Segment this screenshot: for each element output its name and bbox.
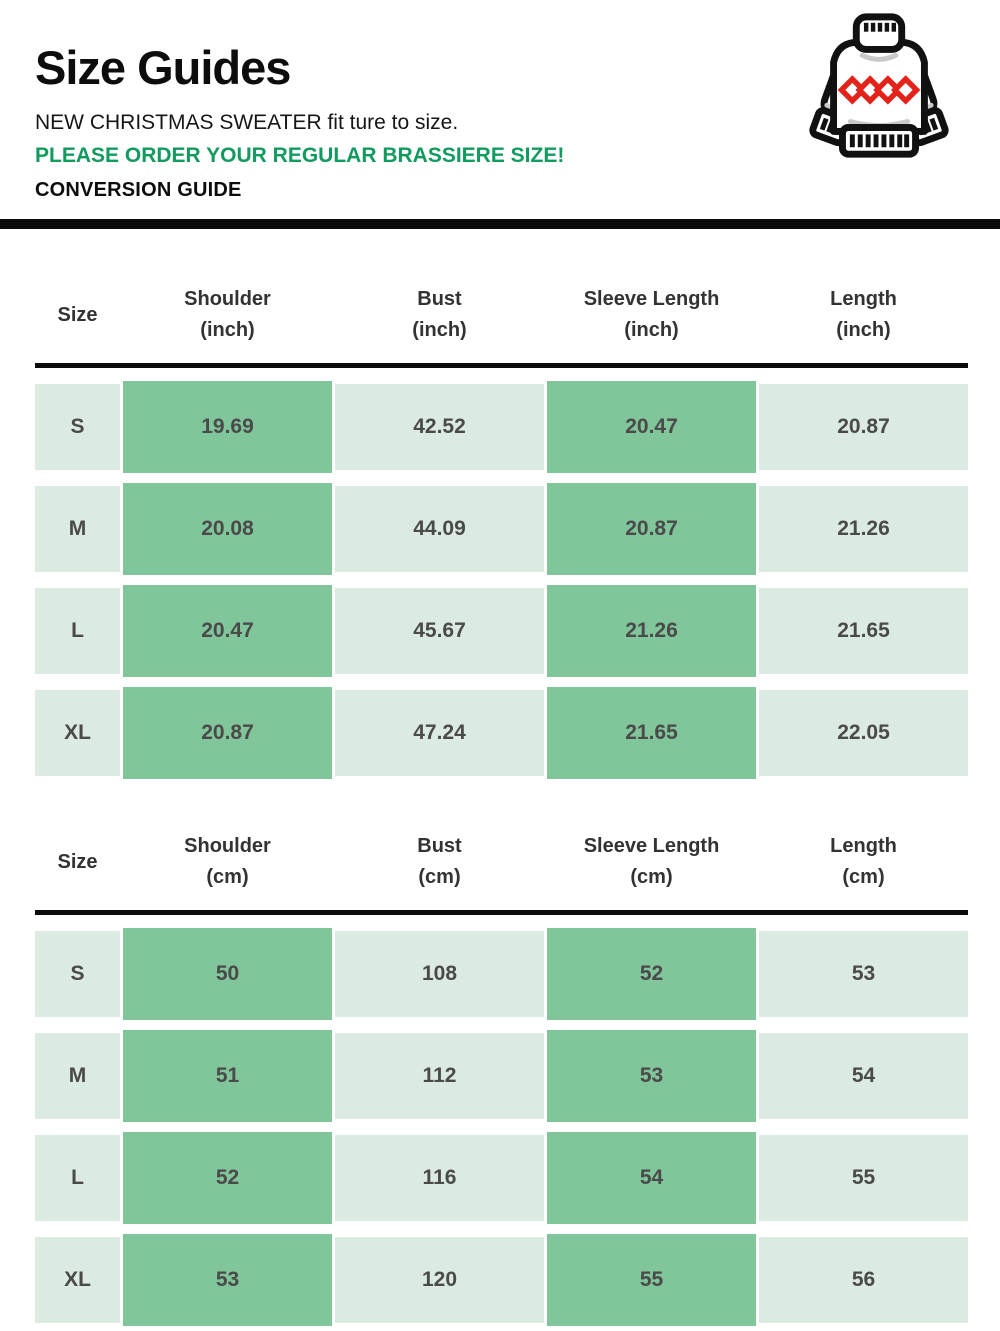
shoulder-value: 53	[123, 1234, 332, 1326]
column-header-shoulder: Shoulder (inch)	[184, 288, 271, 341]
column-header-sleeve-length: Sleeve Length (inch)	[583, 288, 720, 341]
length-value: 53	[759, 931, 968, 1017]
column-header-length: Length (inch)	[830, 288, 897, 341]
size-table-inch: Size Shoulder (inch) Bust (inch) Sleeve …	[35, 267, 968, 779]
sleeve-length-value: 21.65	[547, 687, 756, 779]
column-header-length: Length (cm)	[830, 835, 897, 888]
sleeve-length-value: 53	[547, 1030, 756, 1122]
sleeve-length-value: 21.26	[547, 585, 756, 677]
column-header-bust: Bust (cm)	[417, 835, 462, 888]
size-table-cm: Size Shoulder (cm) Bust (cm) Sleeve Leng…	[35, 814, 968, 1326]
shoulder-value: 50	[123, 928, 332, 1020]
page-title: Size Guides	[35, 41, 291, 94]
table-header-divider	[35, 910, 968, 915]
table-header-divider	[35, 363, 968, 368]
bust-value: 47.24	[335, 690, 544, 776]
table-row-inch-l: L 20.47 45.67 21.26 21.65	[35, 585, 968, 677]
table-header-row-cm: Size Shoulder (cm) Bust (cm) Sleeve Leng…	[35, 814, 968, 910]
column-header-shoulder: Shoulder (cm)	[184, 835, 271, 888]
column-header-size: Size	[57, 303, 98, 326]
size-label: M	[35, 1033, 120, 1119]
fit-subtitle: NEW CHRISTMAS SWEATER fit ture to size.	[35, 111, 459, 134]
length-value: 22.05	[759, 690, 968, 776]
size-tables: Size Shoulder (inch) Bust (inch) Sleeve …	[0, 267, 1000, 1326]
table-row-cm-l: L 52 116 54 55	[35, 1132, 968, 1224]
size-label: XL	[35, 690, 120, 776]
size-label: S	[35, 384, 120, 470]
length-value: 54	[759, 1033, 968, 1119]
size-label: S	[35, 931, 120, 1017]
shoulder-value: 20.47	[123, 585, 332, 677]
bust-value: 45.67	[335, 588, 544, 674]
header-divider	[0, 219, 1000, 229]
size-label: L	[35, 1135, 120, 1221]
column-header-bust: Bust (inch)	[412, 288, 467, 341]
table-row-inch-s: S 19.69 42.52 20.47 20.87	[35, 381, 968, 473]
table-row-inch-m: M 20.08 44.09 20.87 21.26	[35, 483, 968, 575]
shoulder-value: 20.87	[123, 687, 332, 779]
table-header-row-inch: Size Shoulder (inch) Bust (inch) Sleeve …	[35, 267, 968, 363]
sleeve-length-value: 20.87	[547, 483, 756, 575]
order-notice: PLEASE ORDER YOUR REGULAR BRASSIERE SIZE…	[35, 144, 565, 167]
table-row-cm-xl: XL 53 120 55 56	[35, 1234, 968, 1326]
length-value: 21.26	[759, 486, 968, 572]
sleeve-length-value: 20.47	[547, 381, 756, 473]
bust-value: 42.52	[335, 384, 544, 470]
shoulder-value: 51	[123, 1030, 332, 1122]
length-value: 21.65	[759, 588, 968, 674]
column-header-sleeve-length: Sleeve Length (cm)	[583, 835, 720, 888]
bust-value: 112	[335, 1033, 544, 1119]
length-value: 56	[759, 1237, 968, 1323]
sleeve-length-value: 54	[547, 1132, 756, 1224]
bust-value: 44.09	[335, 486, 544, 572]
size-label: L	[35, 588, 120, 674]
bust-value: 120	[335, 1237, 544, 1323]
table-row-inch-xl: XL 20.87 47.24 21.65 22.05	[35, 687, 968, 779]
table-row-cm-s: S 50 108 52 53	[35, 928, 968, 1020]
length-value: 55	[759, 1135, 968, 1221]
shoulder-value: 52	[123, 1132, 332, 1224]
column-header-size: Size	[57, 850, 98, 873]
sleeve-length-value: 52	[547, 928, 756, 1020]
conversion-guide-label: CONVERSION GUIDE	[35, 179, 242, 201]
length-value: 20.87	[759, 384, 968, 470]
table-row-cm-m: M 51 112 53 54	[35, 1030, 968, 1122]
shoulder-value: 20.08	[123, 483, 332, 575]
shoulder-value: 19.69	[123, 381, 332, 473]
bust-value: 108	[335, 931, 544, 1017]
sleeve-length-value: 55	[547, 1234, 756, 1326]
size-label: XL	[35, 1237, 120, 1323]
size-label: M	[35, 486, 120, 572]
page-header: Size Guides NEW CHRISTMAS SWEATER fit tu…	[0, 0, 1000, 202]
bust-value: 116	[335, 1135, 544, 1221]
christmas-sweater-icon	[809, 13, 949, 158]
